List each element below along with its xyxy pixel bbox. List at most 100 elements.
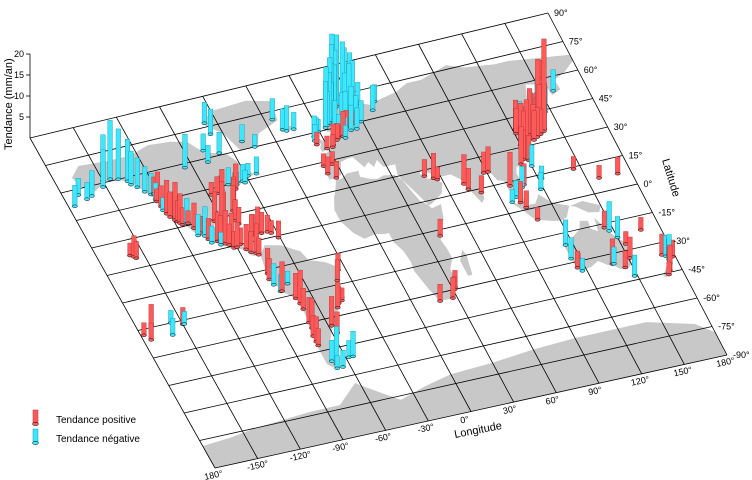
y-tick-label: -30° [673, 236, 690, 246]
x-tick-label: -150° [246, 458, 270, 472]
bar-body [535, 206, 541, 220]
bar-base [115, 177, 122, 181]
bar-negative [568, 237, 574, 261]
bar-base [340, 365, 346, 369]
bar-positive [513, 108, 519, 136]
bar-body [518, 181, 524, 203]
bar-body [252, 134, 258, 148]
bar-base [141, 333, 147, 337]
y-axis-ticks: -90° -75° -60° -45° -30° -15° 0° 15° 30° 45° 60° 75… [554, 8, 750, 360]
bar-negative [195, 214, 201, 238]
bar-positive [461, 154, 467, 186]
bar-base [253, 172, 260, 176]
bar-body [72, 185, 78, 207]
bar-negative [242, 169, 248, 185]
bar-body [276, 220, 282, 238]
bar-base [461, 182, 467, 186]
grid-line-lat [199, 326, 713, 441]
bar-base [574, 266, 581, 270]
bar-base [348, 128, 354, 132]
z-tick-label: 5 [19, 112, 24, 122]
bar-body [334, 355, 340, 369]
bar-base [300, 307, 307, 311]
bar-negative [141, 166, 148, 194]
bar-positive [518, 126, 524, 166]
land-africa [334, 170, 455, 302]
bar-body [343, 125, 349, 139]
legend-swatch-positive-base [32, 422, 39, 426]
bar-negative [205, 145, 211, 164]
bar-negative [207, 108, 214, 136]
bar-positive [329, 151, 336, 166]
bar-body [596, 165, 602, 179]
bar-body [638, 217, 644, 231]
bar-body [507, 152, 513, 187]
bar-positive [328, 296, 335, 328]
land-madagascar [460, 249, 473, 276]
bar-body [266, 258, 272, 280]
bar-base [631, 274, 638, 278]
bar-body [324, 135, 330, 149]
y-tick-label: 15° [629, 151, 643, 161]
bar-base [531, 138, 537, 142]
bar-negative [606, 201, 613, 233]
bar-positive [258, 212, 265, 235]
bar-body [201, 101, 207, 124]
bar-negative [115, 128, 122, 181]
bar-body [370, 84, 376, 111]
bar-negative [631, 254, 638, 278]
bar-body [279, 261, 285, 292]
bar-body [226, 223, 232, 246]
bar-base [606, 229, 613, 233]
bar-body [167, 191, 173, 218]
bar-negative [107, 120, 113, 181]
bar-base [666, 272, 672, 277]
bar-body [284, 105, 290, 132]
bar-body [348, 104, 354, 131]
y-tick-label: 90° [554, 8, 568, 18]
bar-base [353, 127, 360, 131]
bar-positive [334, 259, 341, 283]
bar-body [323, 81, 329, 129]
bar-positive [517, 181, 524, 205]
bar-body [225, 167, 231, 185]
bar-positive [266, 258, 273, 282]
bar-body [606, 201, 612, 232]
bar-positive [148, 322, 155, 342]
bar-base [205, 160, 211, 164]
bar-base [243, 247, 250, 252]
bar-body [632, 254, 638, 277]
bar-base [148, 338, 155, 342]
bar-base [84, 197, 90, 201]
bar-base [185, 221, 191, 225]
bar-negative [284, 270, 291, 286]
bar-body [622, 250, 628, 268]
bar-base [275, 236, 282, 240]
bar-base [270, 283, 277, 287]
legend-label-negative: Tendance négative [56, 434, 140, 445]
x-tick-label: 90° [587, 385, 603, 398]
bar-body [329, 296, 335, 326]
bar-positive [601, 210, 608, 230]
bar-positive [627, 236, 633, 260]
legend-item-negative: Tendance négative [32, 428, 140, 445]
bar-positive [666, 261, 672, 277]
bar-body [271, 263, 277, 285]
bar-positive [622, 250, 629, 270]
bar-base [509, 200, 516, 204]
bar-positive [243, 223, 250, 252]
bar-base [507, 184, 513, 188]
grid-line-lat [29, 12, 549, 139]
bar-positive [465, 168, 472, 191]
bar-base [322, 126, 329, 130]
z-tick-label: 20 [14, 49, 24, 59]
bar-base [167, 215, 173, 219]
bar-body [354, 107, 360, 130]
bar-negative [201, 101, 208, 125]
bar-base [248, 250, 254, 255]
bar-negative [509, 189, 516, 204]
bar-positive [234, 221, 240, 249]
bar-positive [127, 242, 133, 258]
bar-base [290, 127, 297, 131]
bar-base [292, 296, 299, 301]
